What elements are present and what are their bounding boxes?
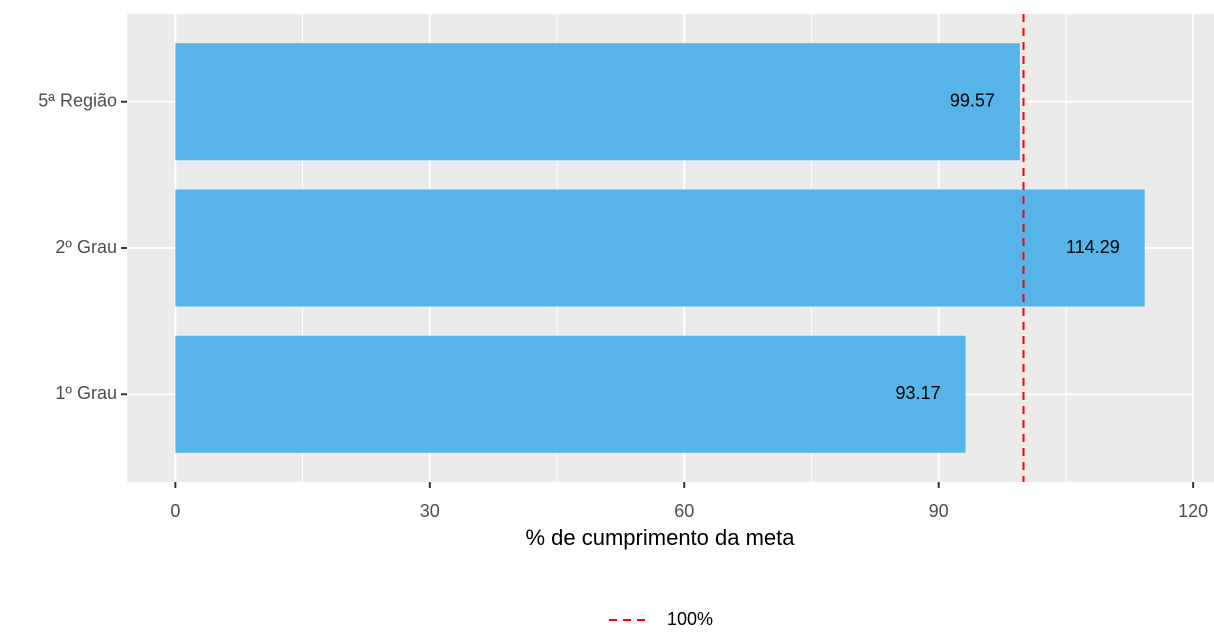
- value-label: 114.29: [1066, 237, 1120, 257]
- y-tick-label: 2º Grau: [55, 237, 117, 257]
- x-tick-label: 90: [929, 501, 949, 521]
- bar: [175, 43, 1020, 161]
- x-tick-label: 120: [1178, 501, 1208, 521]
- y-tick-label: 5ª Região: [38, 91, 117, 111]
- y-tick-label: 1º Grau: [55, 383, 117, 403]
- value-label: 99.57: [950, 91, 995, 111]
- legend-label: 100%: [667, 609, 713, 629]
- bar: [175, 189, 1145, 307]
- x-axis-title: % de cumprimento da meta: [525, 525, 795, 550]
- value-label: 93.17: [896, 383, 941, 403]
- x-tick-label: 0: [170, 501, 180, 521]
- x-tick-label: 60: [674, 501, 694, 521]
- x-tick-label: 30: [420, 501, 440, 521]
- bar: [175, 335, 966, 453]
